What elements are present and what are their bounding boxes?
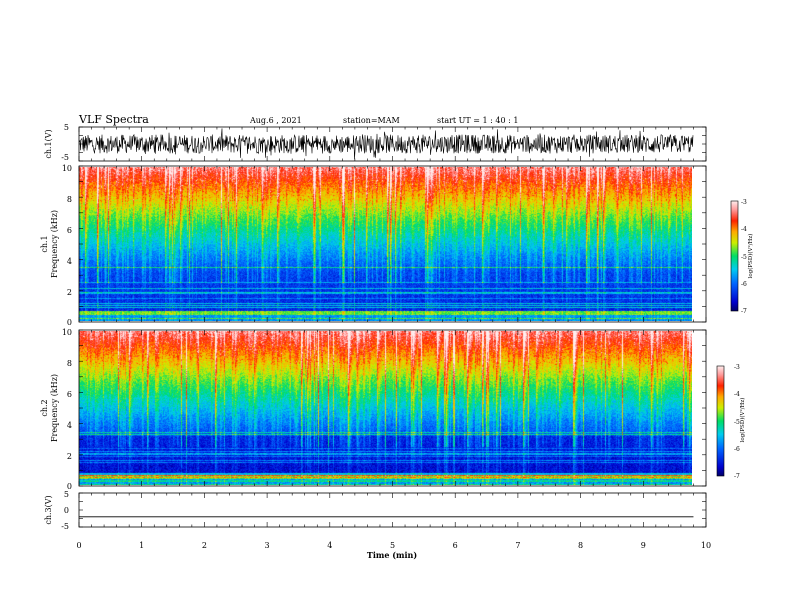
date-label: Aug.6 , 2021 <box>249 116 302 125</box>
time-axis-label: Time (min) <box>367 550 417 560</box>
ch1-cb-tick-6: -6 <box>741 281 747 288</box>
ch2-cb-tick-4: -4 <box>734 391 740 398</box>
ch1-spectrogram-ylabel-1: ch.1 <box>40 235 49 252</box>
ch2-colorbar <box>717 366 724 476</box>
ch1-waveform-trace <box>78 128 694 160</box>
ch1-waveform-panel: 5 -5 ch.1(V) <box>44 123 707 162</box>
ch3-ytick-5: 5 <box>64 490 69 499</box>
ch2-cb-tick-7: -7 <box>734 473 740 480</box>
ch1-colorbar-frame <box>730 200 739 312</box>
ch1-freq-tick-4: 4 <box>67 257 72 266</box>
ch3-waveform-frame <box>78 492 707 528</box>
ch2-cb-tick-3: -3 <box>734 364 740 371</box>
ch1-waveform-frame <box>78 126 707 162</box>
ch2-freq-tick-4: 4 <box>67 421 72 430</box>
ch2-colorbar-label: log(PSD)(V²/Hz) <box>739 398 746 443</box>
ch1-cb-tick-3: -3 <box>741 199 747 206</box>
ch3-waveform-ticks <box>78 492 707 528</box>
time-axis-tick-label: 8 <box>578 541 583 550</box>
ch2-spectrogram-image <box>79 331 692 485</box>
time-axis-tick-label: 1 <box>139 541 144 550</box>
ch1-freq-tick-8: 8 <box>67 195 72 204</box>
ch1-ytick-5: 5 <box>64 123 69 132</box>
ch2-colorbar-frame <box>716 365 725 477</box>
ch2-spectrogram-ylabel-1: ch.2 <box>40 399 49 416</box>
ch1-cb-tick-7: -7 <box>741 308 747 315</box>
ch1-cb-tick-5: -5 <box>741 254 747 261</box>
ch3-ytick-0: 0 <box>64 506 69 515</box>
ch2-freq-tick-8: 8 <box>67 359 72 368</box>
time-axis-tick-label: 4 <box>327 541 332 550</box>
ch1-colorbar <box>731 201 738 311</box>
ch1-spectrogram-image <box>79 167 692 321</box>
ch1-freq-tick-2: 2 <box>67 288 72 297</box>
ch2-freq-tick-6: 6 <box>67 390 72 399</box>
figure-title: VLF Spectra <box>78 113 149 126</box>
ch1-waveform-ylabel: ch.1(V) <box>44 129 53 158</box>
ch1-freq-tick-0: 0 <box>67 318 72 327</box>
ch1-freq-tick-6: 6 <box>67 226 72 235</box>
ch2-spectrogram-ticks <box>78 329 707 487</box>
ch1-colorbar-label: log(PSD)(V²/Hz) <box>747 234 754 279</box>
time-axis-tick-label: 5 <box>390 541 395 550</box>
time-axis-tick-label: 10 <box>701 541 711 550</box>
ch3-ytick-neg5: -5 <box>61 522 69 531</box>
time-axis-tick-label: 3 <box>265 541 270 550</box>
time-axis-tick-label: 0 <box>76 541 81 550</box>
ch2-freq-tick-10: 10 <box>62 328 72 337</box>
ch2-cb-tick-6: -6 <box>734 446 740 453</box>
ch2-freq-tick-2: 2 <box>67 452 72 461</box>
station-label: station=MAM <box>343 116 400 125</box>
ch2-spectrogram-ylabel-2: Frequency (kHz) <box>50 374 59 442</box>
time-axis-tick-labels: 0 1 2 3 4 5 6 7 8 9 10 <box>76 541 711 550</box>
ch1-cb-tick-4: -4 <box>741 226 747 233</box>
ch1-spectrogram-ylabel-2: Frequency (kHz) <box>50 210 59 278</box>
ch1-freq-tick-10: 10 <box>62 164 72 173</box>
ch3-waveform-panel: 5 0 -5 ch.3(V) 0 1 2 3 4 5 6 7 8 9 10 Time (min) <box>44 490 711 560</box>
time-axis-tick-label: 6 <box>453 541 458 550</box>
ch3-waveform-ylabel: ch.3(V) <box>44 495 53 524</box>
ch1-ytick-neg5: -5 <box>61 153 69 162</box>
ch2-cb-tick-5: -5 <box>734 419 740 426</box>
time-axis-tick-label: 2 <box>202 541 207 550</box>
time-axis-tick-label: 7 <box>515 541 520 550</box>
ch2-freq-tick-0: 0 <box>67 482 72 491</box>
ch1-waveform-ticks <box>78 126 707 162</box>
start-time-label: start UT = 1 : 40 : 1 <box>437 116 518 125</box>
time-axis-tick-label: 9 <box>641 541 646 550</box>
ch2-spectrogram-panel: 10 8 6 4 2 0 ch.2 Frequency (kHz) -3 -4 … <box>40 328 746 491</box>
ch1-spectrogram-ticks <box>78 165 707 323</box>
ch1-spectrogram-panel: 10 8 6 4 2 0 ch.1 Frequency (kHz) -3 -4 … <box>40 164 754 327</box>
